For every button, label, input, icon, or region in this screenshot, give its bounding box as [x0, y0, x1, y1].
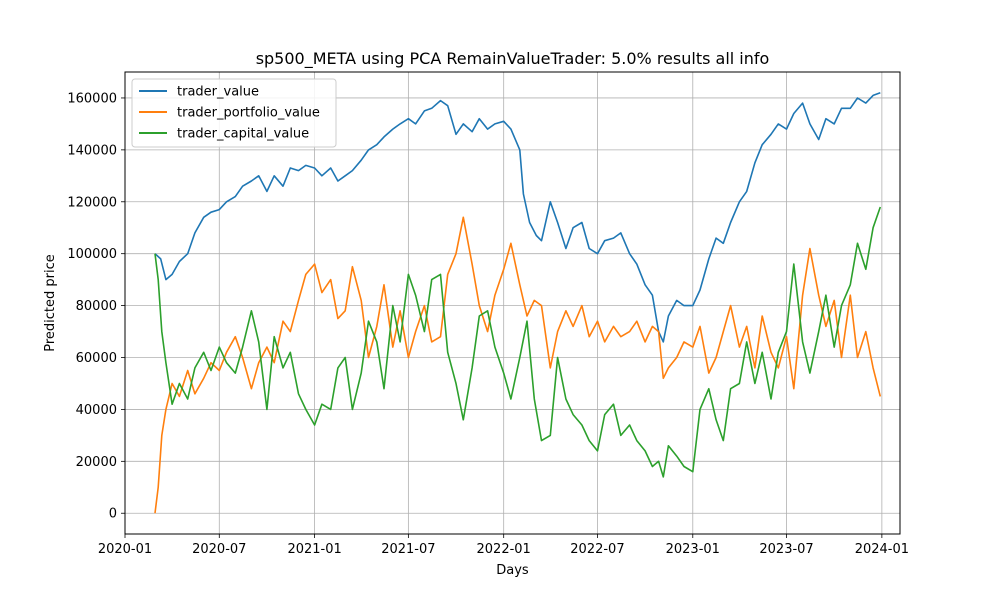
legend: trader_value trader_portfolio_valuetrader… — [131, 78, 337, 148]
axis-ticks: 2020-01 2020-07 2021-01 2021-07 2022-01 2022-… — [67, 91, 909, 557]
legend-box — [131, 78, 337, 148]
y-tick-label: 0 — [109, 507, 117, 522]
plot-frame — [124, 71, 901, 535]
legend-label-trader-value: trader_value — [177, 85, 259, 100]
series-line-trader-capital-value — [154, 206, 882, 478]
y-tick-label: 80000 — [76, 299, 117, 314]
series-line-trader-value — [154, 92, 881, 343]
series-lines — [154, 92, 882, 514]
x-tick-label: 2021-07 — [381, 542, 435, 557]
x-tick-label: 2023-07 — [759, 542, 813, 557]
y-tick-label: 140000 — [67, 143, 117, 158]
y-tick-label: 60000 — [76, 351, 117, 366]
legend-label-trader-portfolio-value: trader_portfolio_value — [177, 106, 320, 121]
x-tick-label: 2022-07 — [570, 542, 624, 557]
y-tick-label: 20000 — [76, 455, 117, 470]
y-tick-label: 40000 — [76, 403, 117, 418]
x-tick-label: 2023-01 — [666, 542, 720, 557]
x-tick-label: 2022-01 — [477, 542, 531, 557]
x-tick-label: 2021-01 — [287, 542, 341, 557]
y-axis-label: Predicted price — [43, 254, 58, 352]
x-tick-label: 2020-01 — [98, 542, 152, 557]
y-tick-label: 160000 — [67, 91, 117, 106]
chart-title: sp500_META using PCA RemainValueTrader: … — [256, 49, 770, 69]
y-tick-label: 120000 — [67, 195, 117, 210]
x-tick-label: 2020-07 — [192, 542, 246, 557]
legend-label-trader-capital-value: trader_capital_value — [177, 127, 309, 142]
series-line-trader-portfolio-value — [154, 216, 882, 514]
x-tick-label: 2024-01 — [855, 542, 909, 557]
x-axis-label: Days — [496, 563, 529, 578]
y-tick-label: 100000 — [67, 247, 117, 262]
